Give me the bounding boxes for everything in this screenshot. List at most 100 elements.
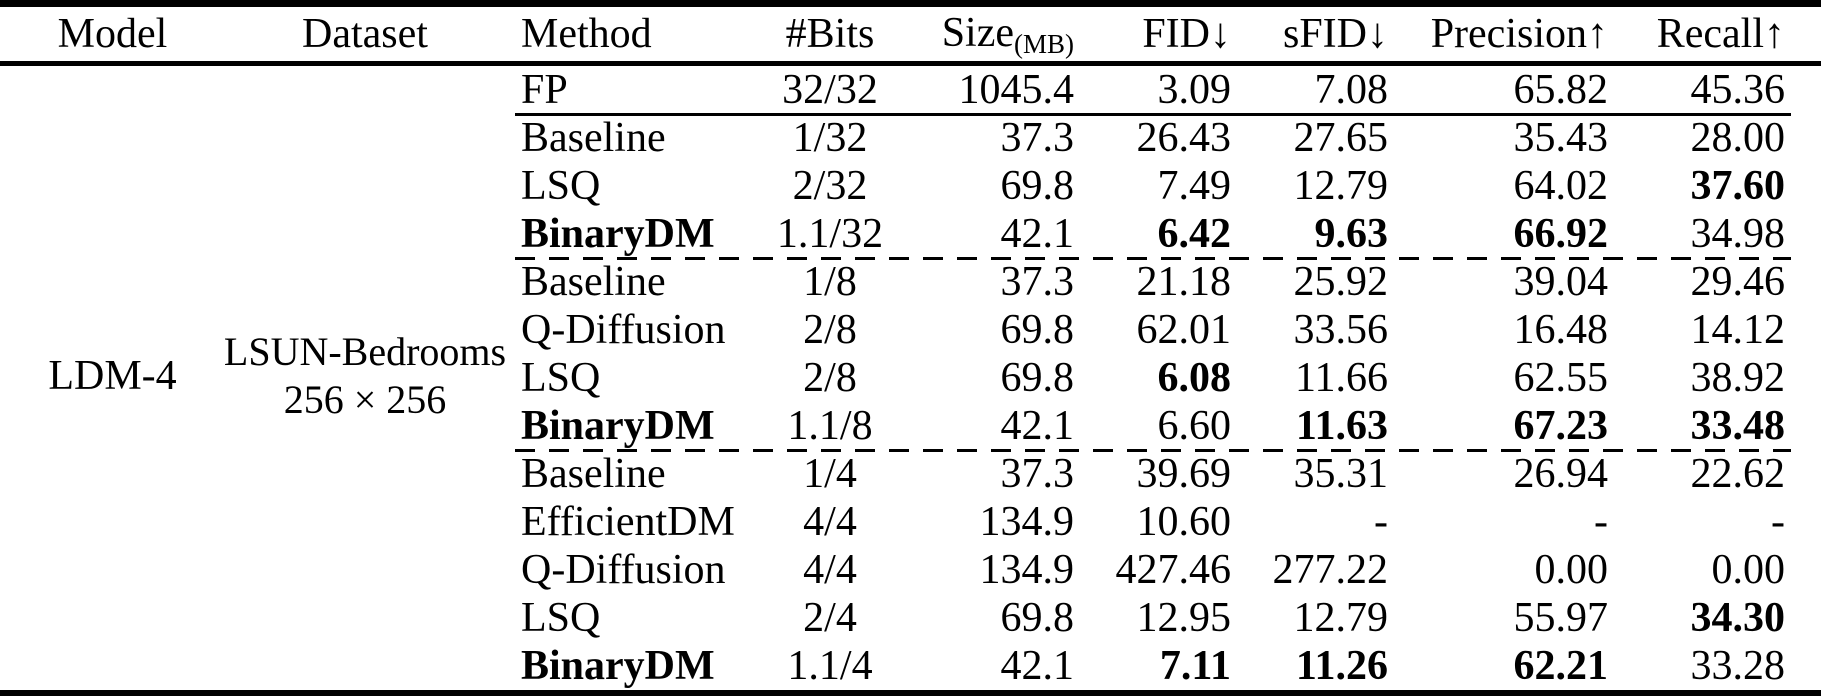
cell-bits: 2/32 — [792, 163, 868, 209]
cell-fid: 10.60 — [1136, 499, 1232, 545]
cell-method: Baseline — [521, 259, 666, 305]
cell-method: LSQ — [521, 355, 601, 401]
cell-bits: 2/8 — [803, 307, 857, 353]
col-header-bits: #Bits — [785, 11, 875, 57]
cell-size: 69.8 — [1000, 355, 1075, 401]
col-header-sfid: sFID↓ — [1282, 11, 1388, 57]
cell-method: Baseline — [521, 115, 666, 161]
table-row: LSQ 2/32 69.8 7.49 12.79 64.02 37.60 — [0, 162, 1821, 210]
cell-sfid: 9.63 — [1314, 211, 1389, 257]
col-header-size: Size(MB) — [900, 9, 1080, 60]
cell-sfid: 11.26 — [1295, 643, 1388, 689]
cell-precision: 66.92 — [1513, 211, 1609, 257]
table-row: Baseline 1/4 37.3 39.69 35.31 26.94 22.6… — [0, 450, 1821, 498]
col-header-recall: Recall↑ — [1656, 11, 1785, 57]
cell-sfid: 12.79 — [1293, 163, 1389, 209]
cell-method: EfficientDM — [521, 499, 735, 545]
cell-recall: 34.98 — [1690, 211, 1786, 257]
table-row: BinaryDM 1.1/32 42.1 6.42 9.63 66.92 34.… — [0, 210, 1821, 260]
cell-bits: 1.1/8 — [787, 403, 873, 449]
table-row: Q-Diffusion 2/8 69.8 62.01 33.56 16.48 1… — [0, 306, 1821, 354]
table-row: Q-Diffusion 4/4 134.9 427.46 277.22 0.00… — [0, 546, 1821, 594]
cell-sfid: 33.56 — [1293, 307, 1389, 353]
cell-size: 37.3 — [1000, 115, 1075, 161]
cell-recall: 37.60 — [1690, 163, 1786, 209]
cell-recall: 34.30 — [1690, 595, 1786, 641]
cell-method: FP — [521, 67, 568, 113]
cell-precision: 55.97 — [1513, 595, 1609, 641]
cell-method: LSQ — [521, 163, 601, 209]
cell-size: 42.1 — [1000, 643, 1075, 689]
cell-size: 37.3 — [1000, 259, 1075, 305]
table-row: FP 32/32 1045.4 3.09 7.08 65.82 45.36 — [0, 66, 1821, 116]
cell-sfid: 27.65 — [1293, 115, 1389, 161]
cell-size: 134.9 — [979, 499, 1075, 545]
col-header-method: Method — [521, 11, 652, 57]
cell-sfid: 12.79 — [1293, 595, 1389, 641]
cell-size: 37.3 — [1000, 451, 1075, 497]
cell-sfid: 25.92 — [1293, 259, 1389, 305]
cell-method: Baseline — [521, 451, 666, 497]
cell-method: Q-Diffusion — [521, 547, 726, 593]
cell-recall: 45.36 — [1690, 67, 1786, 113]
cell-recall: 29.46 — [1690, 259, 1786, 305]
cell-recall: 0.00 — [1711, 547, 1786, 593]
table-row: LSQ 2/4 69.8 12.95 12.79 55.97 34.30 — [0, 594, 1821, 642]
table-row: BinaryDM 1.1/8 42.1 6.60 11.63 67.23 33.… — [0, 402, 1821, 452]
cell-fid: 3.09 — [1157, 67, 1232, 113]
table-header-row: Model Dataset Method #Bits Size(MB) FID↓… — [0, 7, 1821, 66]
size-unit-subscript: (MB) — [1014, 28, 1074, 59]
dashed-divider — [515, 256, 1791, 260]
cell-precision: 39.04 — [1513, 259, 1609, 305]
cell-recall: 28.00 — [1690, 115, 1786, 161]
cell-size: 42.1 — [1000, 403, 1075, 449]
cell-bits: 1.1/32 — [776, 211, 884, 257]
cell-size: 69.8 — [1000, 163, 1075, 209]
cell-size: 69.8 — [1000, 307, 1075, 353]
cell-recall: - — [1771, 499, 1785, 545]
model-cell: LDM-4 — [48, 352, 177, 399]
cell-recall: 14.12 — [1690, 307, 1786, 353]
cell-bits: 1/32 — [792, 115, 868, 161]
cell-sfid: 7.08 — [1314, 67, 1389, 113]
cell-recall: 22.62 — [1690, 451, 1786, 497]
cell-precision: 0.00 — [1534, 547, 1609, 593]
cell-precision: 26.94 — [1513, 451, 1609, 497]
cell-sfid: 11.66 — [1295, 355, 1388, 401]
col-header-model: Model — [57, 11, 168, 57]
table-row: LSQ 2/8 69.8 6.08 11.66 62.55 38.92 — [0, 354, 1821, 402]
cell-fid: 26.43 — [1136, 115, 1232, 161]
col-header-dataset: Dataset — [302, 11, 428, 57]
cell-fid: 21.18 — [1136, 259, 1232, 305]
cell-bits: 2/8 — [803, 355, 857, 401]
cell-sfid: 11.63 — [1295, 403, 1388, 449]
cell-recall: 33.48 — [1690, 403, 1786, 449]
cell-bits: 4/4 — [803, 499, 857, 545]
cell-precision: 67.23 — [1513, 403, 1609, 449]
cell-fid: 7.11 — [1159, 643, 1231, 689]
cell-precision: 62.21 — [1513, 643, 1609, 689]
cell-method: LSQ — [521, 595, 601, 641]
cell-bits: 2/4 — [803, 595, 857, 641]
cell-precision: 62.55 — [1513, 355, 1609, 401]
cell-bits: 4/4 — [803, 547, 857, 593]
cell-precision: 16.48 — [1513, 307, 1609, 353]
dataset-cell: LSUN-Bedrooms 256 × 256 — [215, 66, 515, 685]
dataset-name: LSUN-Bedrooms — [223, 329, 507, 375]
cell-recall: 33.28 — [1690, 643, 1786, 689]
cell-bits: 1/8 — [803, 259, 857, 305]
table-row: Baseline 1/32 37.3 26.43 27.65 35.43 28.… — [0, 114, 1821, 162]
cell-bits: 1/4 — [803, 451, 857, 497]
cell-bits: 32/32 — [782, 67, 878, 113]
dashed-divider — [515, 448, 1791, 452]
cell-sfid: - — [1374, 499, 1388, 545]
table-row: EfficientDM 4/4 134.9 10.60 - - - — [0, 498, 1821, 546]
size-label: Size — [941, 9, 1014, 56]
table-row: BinaryDM 1.1/4 42.1 7.11 11.26 62.21 33.… — [0, 642, 1821, 690]
cell-sfid: 277.22 — [1272, 547, 1389, 593]
cell-fid: 39.69 — [1136, 451, 1232, 497]
cell-fid: 7.49 — [1157, 163, 1232, 209]
cell-size: 69.8 — [1000, 595, 1075, 641]
cell-fid: 6.60 — [1157, 403, 1232, 449]
cell-precision: 65.82 — [1513, 67, 1609, 113]
